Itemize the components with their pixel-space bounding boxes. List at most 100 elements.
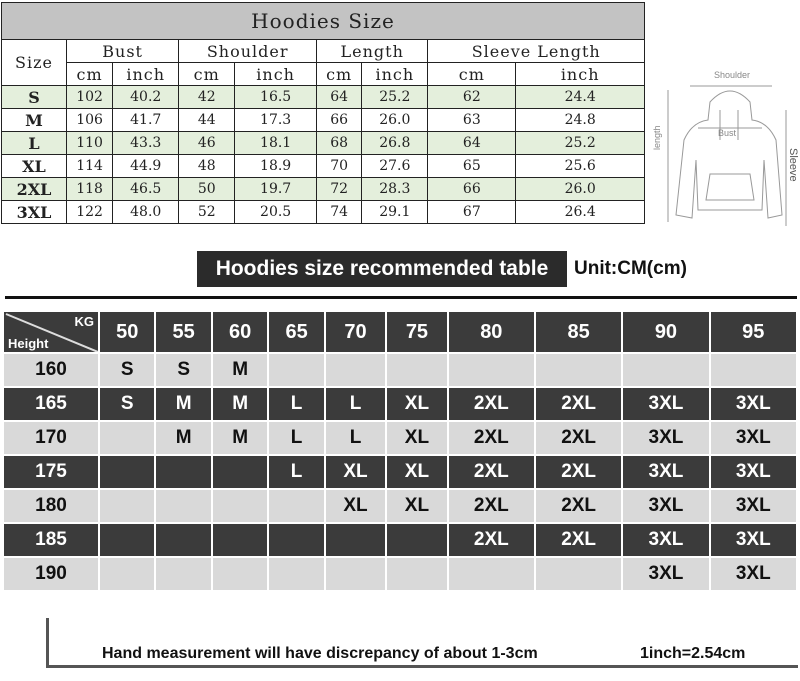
value-cell: 66: [316, 108, 363, 132]
value-cell: 62: [427, 85, 517, 109]
height-label: Height: [8, 336, 49, 351]
value-cell: 26.8: [361, 131, 429, 155]
table-row: 170 M M L L XL 2XL 2XL 3XL 3XL: [4, 422, 796, 454]
bracket-line: [46, 618, 49, 668]
size-cell: [387, 524, 447, 556]
size-cell: 3XL: [1, 200, 67, 224]
value-cell: 20.5: [234, 200, 318, 224]
value-cell: 110: [65, 131, 114, 155]
size-cell: L: [325, 388, 386, 420]
size-cell: M: [212, 422, 268, 454]
value-cell: 42: [178, 85, 236, 109]
size-cell: 3XL: [710, 558, 796, 590]
height-cell: 190: [4, 558, 98, 590]
size-cell: 3XL: [623, 456, 709, 488]
value-cell: 16.5: [234, 85, 318, 109]
size-cell: [535, 354, 622, 386]
unit-header: cm: [427, 62, 517, 86]
size-cell: M: [212, 354, 268, 386]
group-header: Sleeve Length: [427, 39, 645, 63]
size-cell: XL: [387, 422, 447, 454]
bust-label: Bust: [718, 128, 737, 138]
recommend-title: Hoodies size recommended table: [197, 251, 567, 287]
weight-header: 85: [535, 312, 622, 352]
value-cell: 106: [65, 108, 114, 132]
hoodie-diagram: Shoulder Bust length Sleeve: [652, 70, 799, 226]
value-cell: 74: [316, 200, 363, 224]
size-cell: 3XL: [623, 388, 709, 420]
value-cell: 44: [178, 108, 236, 132]
table-title: Hoodies Size: [1, 2, 645, 40]
kg-label: KG: [74, 314, 95, 329]
diagonal-line: [5, 313, 98, 352]
pocket-outline: [705, 173, 755, 201]
unit-header: inch: [515, 62, 645, 86]
size-cell: [269, 524, 324, 556]
value-cell: 17.3: [234, 108, 318, 132]
value-cell: 122: [65, 200, 114, 224]
value-cell: 43.3: [112, 131, 180, 155]
measurement-note: Hand measurement will have discrepancy o…: [102, 645, 538, 662]
weight-header: 95: [710, 312, 796, 352]
value-cell: 25.2: [515, 131, 645, 155]
size-cell: [325, 354, 386, 386]
corner-cell: KG Height: [4, 312, 98, 352]
value-cell: 19.7: [234, 177, 318, 201]
size-cell: [387, 558, 447, 590]
hoodie-outline: [675, 90, 783, 219]
weight-header: 75: [387, 312, 447, 352]
height-cell: 165: [4, 388, 98, 420]
size-cell: [212, 524, 268, 556]
size-cell: 3XL: [623, 558, 709, 590]
size-cell: L: [269, 456, 324, 488]
weight-header: 65: [269, 312, 324, 352]
size-cell: 2XL: [448, 490, 534, 522]
value-cell: 46.5: [112, 177, 180, 201]
recommend-table: KG Height 50 55 60 65 70 75 80 85 90 95 160 S S M 165 S M M…: [2, 310, 798, 592]
unit-header: inch: [234, 62, 318, 86]
size-cell: [448, 558, 534, 590]
size-cell: M: [156, 388, 211, 420]
weight-header: 80: [448, 312, 534, 352]
size-cell: [212, 490, 268, 522]
weight-header: 60: [212, 312, 268, 352]
table-row: 3XL 122 48.0 52 20.5 74 29.1 67 26.4: [1, 200, 645, 224]
size-cell: [325, 558, 386, 590]
size-cell: 2XL: [535, 422, 622, 454]
bracket-line: [46, 665, 798, 668]
size-cell: [212, 558, 268, 590]
value-cell: 48: [178, 154, 236, 178]
unit-header: inch: [361, 62, 429, 86]
size-cell: XL: [1, 154, 67, 178]
table-row: 175 L XL XL 2XL 2XL 3XL 3XL: [4, 456, 796, 488]
value-cell: 68: [316, 131, 363, 155]
height-cell: 175: [4, 456, 98, 488]
group-header-row: Size Bust Shoulder Length Sleeve Length: [1, 39, 645, 86]
value-cell: 72: [316, 177, 363, 201]
size-cell: S: [156, 354, 211, 386]
value-cell: 27.6: [361, 154, 429, 178]
value-cell: 24.8: [515, 108, 645, 132]
size-cell: XL: [325, 456, 386, 488]
size-cell: 3XL: [710, 422, 796, 454]
size-cell: 2XL: [448, 456, 534, 488]
value-cell: 18.9: [234, 154, 318, 178]
size-cell: [156, 558, 211, 590]
size-cell: M: [156, 422, 211, 454]
size-cell: L: [269, 388, 324, 420]
size-cell: 3XL: [623, 524, 709, 556]
length-label: length: [652, 125, 662, 150]
value-cell: 114: [65, 154, 114, 178]
size-cell: 2XL: [448, 422, 534, 454]
table-row: 190 3XL 3XL: [4, 558, 796, 590]
divider: [5, 296, 797, 299]
value-cell: 41.7: [112, 108, 180, 132]
size-cell: [100, 524, 155, 556]
size-cell: 2XL: [535, 524, 622, 556]
size-cell: M: [1, 108, 67, 132]
value-cell: 25.2: [361, 85, 429, 109]
size-cell: [269, 558, 324, 590]
value-cell: 52: [178, 200, 236, 224]
size-cell: 2XL: [1, 177, 67, 201]
table-row: XL 114 44.9 48 18.9 70 27.6 65 25.6: [1, 154, 645, 178]
